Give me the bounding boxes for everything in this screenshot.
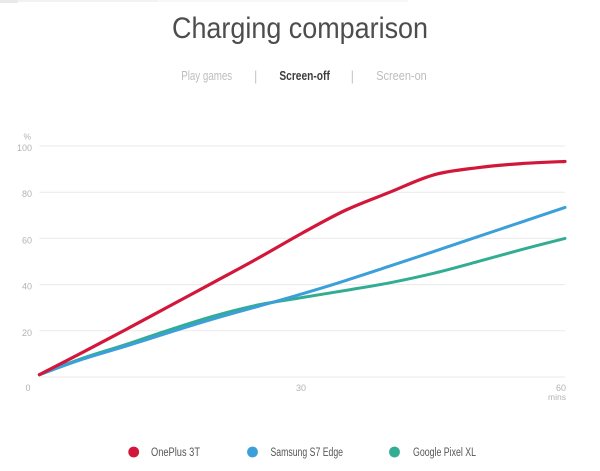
svg-text:Samsung S7 Edge: Samsung S7 Edge bbox=[271, 447, 344, 459]
svg-text:100: 100 bbox=[17, 143, 32, 153]
svg-text:60: 60 bbox=[22, 235, 32, 245]
svg-text:OnePlus 3T: OnePlus 3T bbox=[151, 447, 200, 459]
svg-text:80: 80 bbox=[22, 189, 32, 199]
svg-text:|: | bbox=[254, 69, 258, 84]
svg-text:Google Pixel XL: Google Pixel XL bbox=[413, 447, 476, 459]
svg-text:mins: mins bbox=[548, 392, 566, 402]
svg-text:20: 20 bbox=[22, 328, 32, 338]
svg-text:|: | bbox=[351, 69, 355, 84]
svg-text:Screen-on: Screen-on bbox=[376, 68, 427, 83]
svg-text:30: 30 bbox=[296, 383, 306, 393]
svg-text:60: 60 bbox=[556, 383, 566, 393]
svg-text:40: 40 bbox=[22, 282, 32, 292]
svg-text:%: % bbox=[23, 132, 31, 142]
svg-text:Charging comparison: Charging comparison bbox=[172, 12, 428, 45]
svg-text:Play games: Play games bbox=[181, 68, 232, 83]
svg-text:Screen-off: Screen-off bbox=[279, 68, 330, 83]
svg-text:0: 0 bbox=[25, 383, 30, 393]
